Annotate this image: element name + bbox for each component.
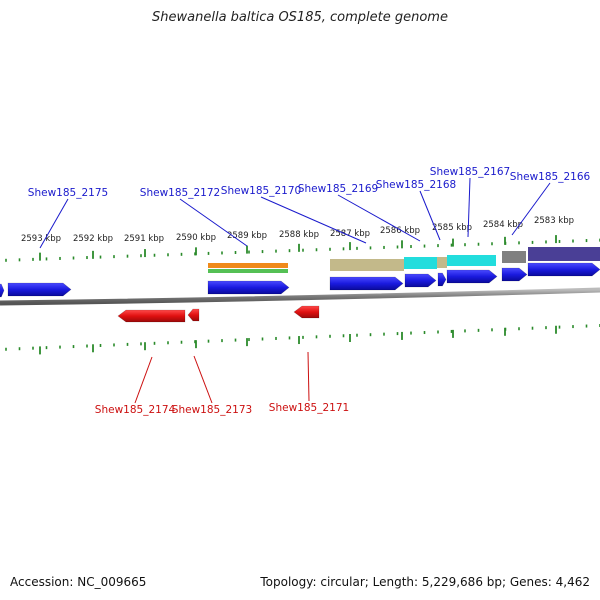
forward-gene-arrow — [329, 276, 404, 291]
gene-label-shew185_2175: Shew185_2175 — [28, 187, 108, 199]
leader-line — [467, 177, 471, 238]
leader-line — [179, 198, 248, 247]
scale-label: 2587 kbp — [330, 229, 370, 239]
gene-label-shew185_2166: Shew185_2166 — [510, 171, 591, 183]
map-title: Shewanella baltica OS185, complete genom… — [152, 10, 448, 25]
gene-label-shew185_2171: Shew185_2171 — [269, 402, 349, 414]
annotation-feature — [208, 263, 288, 268]
scale-label: 2584 kbp — [483, 220, 523, 230]
gene-labels: Shew185_2175 Shew185_2172 Shew185_2170Shew… — [28, 166, 591, 416]
gene-label-shew185_2168: Shew185_2168 — [376, 179, 456, 191]
forward-gene-arrow — [7, 282, 72, 297]
leader-line — [134, 356, 153, 404]
scale-label: 2583 kbp — [534, 216, 574, 226]
gene-label-shew185_2167: Shew185_2167 — [430, 166, 510, 178]
annotation-feature — [447, 255, 496, 266]
scale-label: 2585 kbp — [432, 223, 472, 233]
forward-gene-arrow — [404, 273, 437, 288]
scale-labels: 2593 kbp 2592 kbp 2591 kbp 2590 kbp 2589 kbp… — [21, 216, 574, 244]
genome-backbone — [0, 287, 600, 306]
leader-line — [419, 190, 441, 241]
forward-gene-arrow — [207, 280, 290, 295]
leader-line — [39, 198, 69, 249]
scale-label: 2591 kbp — [124, 234, 164, 244]
annotation-feature — [502, 251, 526, 263]
forward-gene-arrow — [527, 262, 600, 277]
reverse-gene-arrow — [117, 309, 186, 323]
forward-gene-arrow — [0, 283, 5, 298]
feature-track — [208, 247, 600, 273]
backbone-line — [0, 287, 600, 306]
scale-label: 2590 kbp — [176, 233, 216, 243]
gene-label-shew185_2169: Shew185_2169 — [298, 183, 378, 195]
annotation-feature — [437, 257, 447, 268]
annotation-feature — [528, 247, 600, 261]
gene-label-shew185_2172: Shew185_2172 — [140, 187, 220, 199]
scale-label: 2589 kbp — [227, 231, 267, 241]
genome-summary-text: Topology: circular; Length: 5,229,686 bp… — [260, 575, 590, 589]
forward-gene-arrow — [437, 272, 447, 287]
forward-gene-arrow — [446, 269, 498, 284]
outer-tick-track — [5, 235, 600, 262]
scale-label: 2592 kbp — [73, 234, 113, 244]
leader-line — [337, 194, 421, 242]
scale-label: 2588 kbp — [279, 230, 319, 240]
leader-line — [511, 182, 551, 236]
inner-tick-track — [5, 324, 600, 355]
leader-line — [193, 355, 213, 404]
reverse-gene-arrow — [187, 308, 200, 322]
annotation-feature — [404, 257, 437, 269]
annotation-feature — [208, 269, 288, 273]
gene-track — [0, 262, 600, 323]
accession-text: Accession: NC_009665 — [10, 575, 147, 589]
scale-label: 2586 kbp — [380, 226, 420, 236]
annotation-feature — [330, 259, 404, 271]
scale-label: 2593 kbp — [21, 234, 61, 244]
gene-label-shew185_2170: Shew185_2170 — [221, 185, 301, 197]
gene-label-shew185_2174: Shew185_2174 — [95, 404, 176, 416]
forward-gene-arrow — [501, 267, 528, 282]
gene-label-shew185_2173: Shew185_2173 — [172, 404, 252, 416]
reverse-gene-arrow — [293, 305, 320, 319]
leader-line — [260, 196, 367, 244]
leader-line — [307, 351, 310, 402]
